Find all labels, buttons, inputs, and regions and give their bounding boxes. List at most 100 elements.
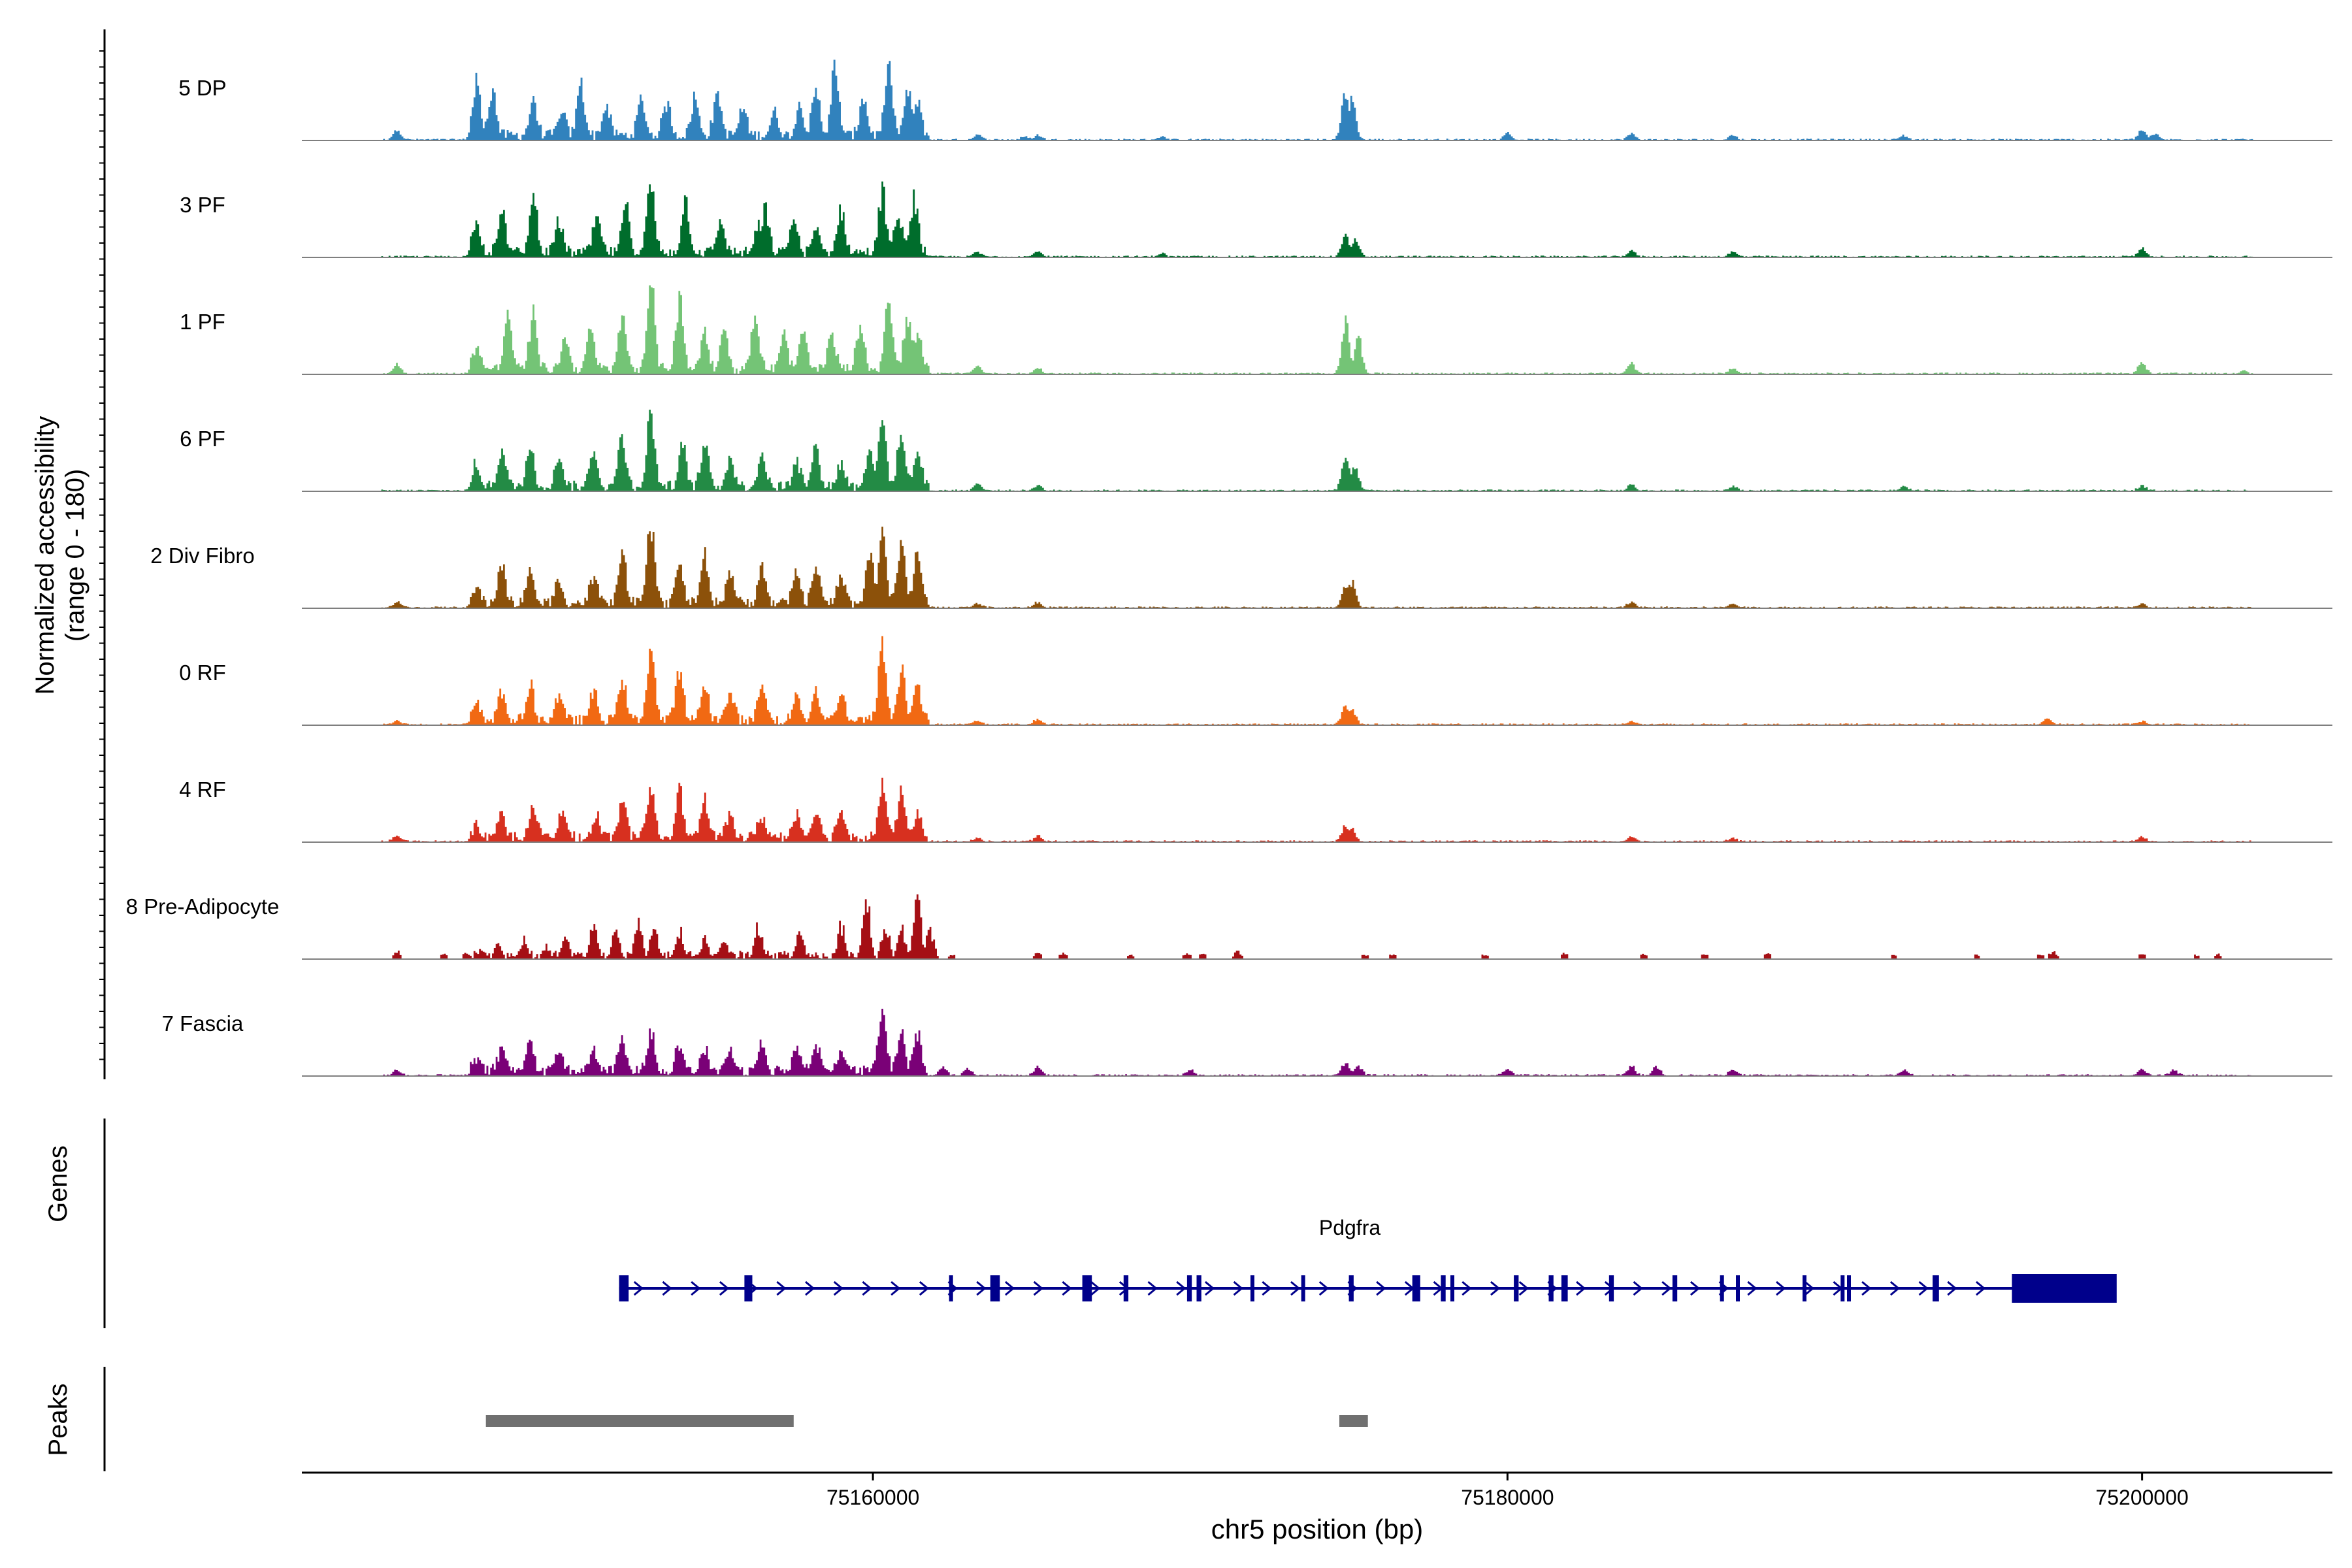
track-8-pre-adipocyte: 8 Pre-Adipocyte [126,894,2332,960]
gene-exon [1933,1275,1939,1301]
track-4-rf: 4 RF [179,777,2332,843]
peak-regions [485,1415,1368,1427]
track-label: 0 RF [179,661,226,685]
strand-arrow-icon [1975,1281,1986,1296]
track-0-rf: 0 RF [179,636,2332,726]
strand-arrow-icon [1861,1281,1872,1296]
gene-exon [1803,1275,1806,1301]
strand-arrow-icon [1204,1281,1215,1296]
gene-exon [1412,1275,1420,1301]
track-label: 4 RF [179,777,226,802]
track-3-pf: 3 PF [180,181,2332,258]
gene-exon [1348,1275,1354,1301]
gene-exon [1548,1275,1554,1301]
gene-exon [1250,1275,1254,1301]
gene-exon [2012,1274,2117,1303]
coverage-y-axis-ticks [99,50,105,1060]
gene-exon [1840,1275,1845,1301]
strand-arrow-icon [890,1281,901,1296]
strand-arrow-icon [862,1281,872,1296]
gene-exon [1561,1275,1568,1301]
strand-arrow-icon [1576,1281,1586,1296]
coverage-area [302,636,2332,725]
track-label: 5 DP [178,76,226,100]
strand-arrow-icon [1947,1281,1957,1296]
gene-name-label: Pdgfra [1319,1216,1380,1239]
y-axis-title-line2: (range 0 - 180) [61,469,90,642]
track-6-pf: 6 PF [180,410,2332,492]
strand-arrow-icon [1776,1281,1786,1296]
x-tick-label: 75180000 [1461,1486,1554,1509]
strand-arrow-icon [805,1281,815,1296]
strand-arrow-icon [1062,1281,1072,1296]
gene-exon [1720,1275,1724,1301]
genes-track-label: Genes [44,1145,73,1222]
strand-arrow-icon [776,1281,787,1296]
strand-arrow-icon [1376,1281,1386,1296]
strand-arrow-icon [1147,1281,1158,1296]
track-label: 6 PF [180,427,225,451]
gene-exon [1123,1275,1129,1301]
strand-arrow-icon [1518,1281,1529,1296]
strand-arrow-icon [1633,1281,1643,1296]
gene-exon [949,1275,953,1301]
strand-arrow-icon [1004,1281,1015,1296]
gene-exon [1514,1275,1519,1301]
x-axis-title: chr5 position (bp) [1211,1514,1424,1544]
strand-arrow-icon [1804,1281,1815,1296]
track-label: 8 Pre-Adipocyte [126,894,280,919]
track-label: 7 Fascia [162,1011,244,1036]
coverage-area [302,59,2332,140]
strand-arrow-icon [1661,1281,1672,1296]
strand-arrow-icon [1318,1281,1330,1296]
strand-arrow-icon [1462,1281,1472,1296]
gene-exon [1301,1275,1305,1301]
strand-arrow-icon [1233,1281,1243,1296]
strand-arrow-icon [1747,1281,1757,1296]
x-axis-ticks: 75160000 75180000 75200000 [826,1473,2189,1509]
strand-arrow-icon [633,1281,644,1296]
strand-arrow-icon [1033,1281,1043,1296]
strand-arrow-icon [1176,1281,1186,1296]
gene-exon [1082,1275,1092,1301]
gene-exon [1186,1275,1192,1301]
coverage-area [302,181,2332,257]
coverage-tracks: 5 DP 3 PF 1 PF 6 PF 2 Div Fibro 0 RF 4 RF 8 Pre… [126,59,2332,1077]
x-tick-label: 75160000 [826,1486,919,1509]
gene-exon [1609,1275,1614,1301]
strand-arrow-icon [1290,1281,1301,1296]
gene-exon [1736,1275,1740,1301]
strand-arrow-icon [1690,1281,1701,1296]
strand-arrow-icon [976,1281,987,1296]
peak-region-bar [485,1415,794,1427]
track-5-dp: 5 DP [178,59,2332,141]
gene-exon [1847,1275,1851,1301]
strand-arrow-icon [1490,1281,1501,1296]
x-tick-label: 75200000 [2095,1486,2188,1509]
gene-exon [1196,1275,1201,1301]
coverage-area [302,894,2332,959]
strand-arrow-icon [691,1281,701,1296]
coverage-area [302,410,2332,491]
strand-arrow-icon [1090,1281,1101,1296]
y-axis-title-line1: Normalized accessibility [31,416,59,695]
coverage-area [302,285,2332,374]
gene-model [619,1274,2117,1303]
strand-arrow-icon [833,1281,844,1296]
gene-exon [1450,1275,1454,1301]
gene-exon [1672,1275,1678,1301]
strand-arrow-icon [1889,1281,1901,1296]
gene-exon [744,1275,753,1301]
track-7-fascia: 7 Fascia [162,1009,2332,1077]
strand-arrow-icon [919,1281,930,1296]
coverage-area [302,527,2332,608]
track-2-div-fibro: 2 Div Fibro [150,527,2332,609]
gene-exon [1441,1275,1446,1301]
y-axis-title: Normalized accessibility (range 0 - 180) [31,416,90,695]
track-label: 2 Div Fibro [150,544,255,568]
gene-exon [990,1275,1000,1301]
coverage-area [302,777,2332,842]
track-label: 3 PF [180,193,225,217]
track-label: 1 PF [180,310,225,334]
